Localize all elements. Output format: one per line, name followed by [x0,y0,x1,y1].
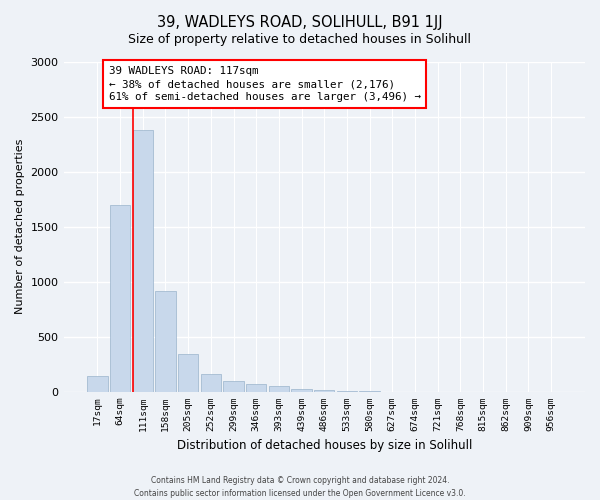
Text: Contains HM Land Registry data © Crown copyright and database right 2024.
Contai: Contains HM Land Registry data © Crown c… [134,476,466,498]
Bar [246,384,266,392]
Bar [269,386,289,392]
X-axis label: Distribution of detached houses by size in Solihull: Distribution of detached houses by size … [176,440,472,452]
Bar [314,390,334,392]
Bar [110,204,130,392]
Text: Size of property relative to detached houses in Solihull: Size of property relative to detached ho… [128,32,472,46]
Bar [87,376,107,392]
Text: 39, WADLEYS ROAD, SOLIHULL, B91 1JJ: 39, WADLEYS ROAD, SOLIHULL, B91 1JJ [157,15,443,30]
Bar [223,382,244,392]
Bar [200,374,221,392]
Y-axis label: Number of detached properties: Number of detached properties [15,139,25,314]
Text: 39 WADLEYS ROAD: 117sqm
← 38% of detached houses are smaller (2,176)
61% of semi: 39 WADLEYS ROAD: 117sqm ← 38% of detache… [109,66,421,102]
Bar [155,290,176,392]
Bar [292,388,312,392]
Bar [337,390,357,392]
Bar [178,354,199,392]
Bar [133,130,153,392]
